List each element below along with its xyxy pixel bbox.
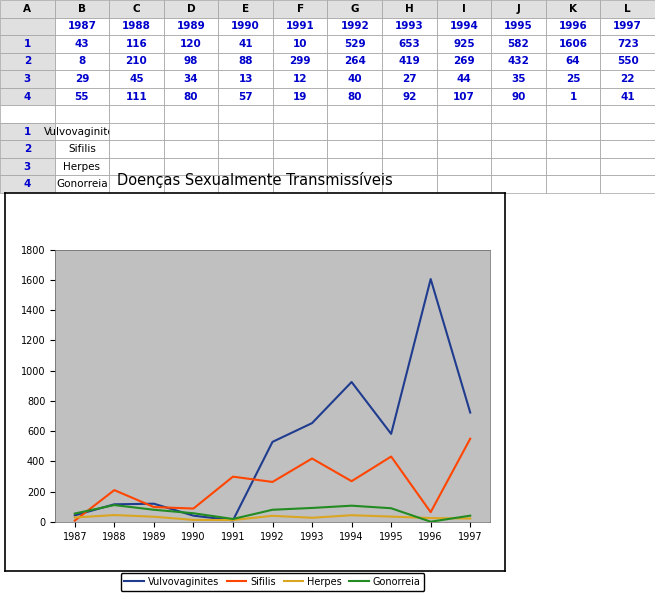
Gonorreia [308, 505, 316, 512]
Vulvovaginites [150, 500, 158, 507]
Gonorreia [387, 505, 395, 512]
Gonorreia [427, 518, 435, 525]
Herpes [189, 517, 197, 524]
Line: Herpes: Herpes [75, 515, 470, 520]
Herpes [150, 513, 158, 520]
Vulvovaginites [269, 438, 276, 445]
Herpes [269, 512, 276, 519]
Herpes [111, 512, 119, 519]
Sifilis [150, 503, 158, 511]
Gonorreia [229, 515, 237, 522]
Sifilis [387, 453, 395, 460]
Vulvovaginites [466, 409, 474, 416]
Vulvovaginites [71, 512, 79, 519]
Gonorreia [111, 502, 119, 509]
Sifilis [229, 473, 237, 480]
Sifilis [71, 517, 79, 524]
Gonorreia [348, 502, 356, 509]
Herpes [308, 514, 316, 521]
Vulvovaginites [229, 517, 237, 524]
Herpes [71, 514, 79, 521]
Vulvovaginites [308, 420, 316, 427]
Sifilis [269, 479, 276, 486]
Sifilis [466, 435, 474, 442]
Legend: Vulvovaginites, Sifilis, Herpes, Gonorreia: Vulvovaginites, Sifilis, Herpes, Gonorre… [121, 573, 424, 591]
Sifilis [189, 505, 197, 512]
Herpes [466, 515, 474, 522]
Gonorreia [189, 510, 197, 517]
Vulvovaginites [348, 378, 356, 385]
Sifilis [308, 455, 316, 462]
Gonorreia [150, 506, 158, 514]
Line: Sifilis: Sifilis [75, 439, 470, 521]
Vulvovaginites [111, 500, 119, 508]
Gonorreia [269, 506, 276, 514]
Gonorreia [466, 512, 474, 519]
Herpes [427, 515, 435, 522]
Sifilis [348, 477, 356, 484]
Line: Gonorreia: Gonorreia [75, 505, 470, 522]
Sifilis [111, 486, 119, 493]
Sifilis [427, 509, 435, 516]
Herpes [387, 513, 395, 520]
Gonorreia [71, 510, 79, 517]
Vulvovaginites [427, 276, 435, 283]
Vulvovaginites [387, 431, 395, 438]
Herpes [229, 517, 237, 524]
Herpes [348, 512, 356, 519]
Title: Doenças Sexualmente Transmissíveis: Doenças Sexualmente Transmissíveis [117, 171, 393, 187]
Vulvovaginites [189, 512, 197, 519]
Line: Vulvovaginites: Vulvovaginites [75, 279, 470, 520]
